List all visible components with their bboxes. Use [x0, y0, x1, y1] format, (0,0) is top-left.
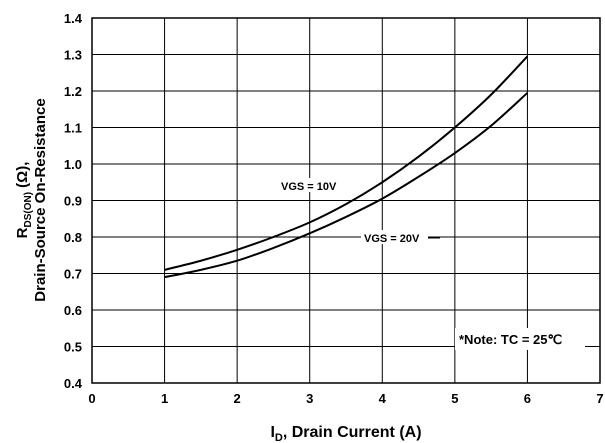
- x-tick-label: 3: [306, 391, 313, 406]
- x-tick-label: 4: [379, 391, 387, 406]
- series-label-vgs-20v-group: VGS = 20V: [361, 230, 440, 245]
- y-tick-label: 1.0: [64, 157, 82, 172]
- y-tick-label: 1.3: [64, 48, 82, 63]
- y-tick-label: 1.2: [64, 84, 82, 99]
- note-group: *Note: TC = 25℃: [455, 328, 585, 350]
- y-tick-label: 0.8: [64, 230, 82, 245]
- series-line-vgs-10v: [164, 55, 529, 271]
- y-tick-label: 0.7: [64, 267, 82, 282]
- x-tick-label: 0: [88, 391, 95, 406]
- x-tick-label: 7: [596, 391, 603, 406]
- series-label-vgs-10v: VGS = 10V: [281, 181, 337, 193]
- y-tick-label: 1.1: [64, 121, 82, 136]
- y-axis-title: RDS(ON) (Ω), Drain-Source On-Resistance: [14, 98, 49, 301]
- x-tick-label: 1: [161, 391, 168, 406]
- y-axis-title-line2: Drain-Source On-Resistance: [32, 98, 49, 301]
- y-tick-label: 0.5: [64, 340, 82, 355]
- gridlines: [91, 17, 601, 384]
- y-tick-label: 0.9: [64, 194, 82, 209]
- note-text: *Note: TC = 25℃: [459, 332, 562, 347]
- y-tick-labels: 0.4 0.5 0.6 0.7 0.8 0.9 1.0 1.1 1.2 1.3 1.4: [64, 11, 83, 391]
- x-tick-label: 6: [524, 391, 531, 406]
- y-tick-label: 0.6: [64, 303, 82, 318]
- x-axis-title: ID, Drain Current (A): [270, 424, 421, 443]
- series-label-vgs-10v-group: VGS = 10V: [277, 178, 347, 193]
- y-axis-title-line1: RDS(ON) (Ω),: [14, 162, 34, 239]
- x-tick-label: 2: [234, 391, 241, 406]
- y-tick-label: 1.4: [64, 11, 83, 26]
- series-label-vgs-20v: VGS = 20V: [364, 233, 420, 245]
- series-line-vgs-20v: [164, 92, 529, 279]
- plot-frame: [91, 17, 601, 384]
- x-tick-label: 5: [451, 391, 458, 406]
- y-tick-label: 0.4: [64, 376, 83, 391]
- data-series: [164, 55, 529, 279]
- x-tick-labels: 0 1 2 3 4 5 6 7: [88, 391, 603, 406]
